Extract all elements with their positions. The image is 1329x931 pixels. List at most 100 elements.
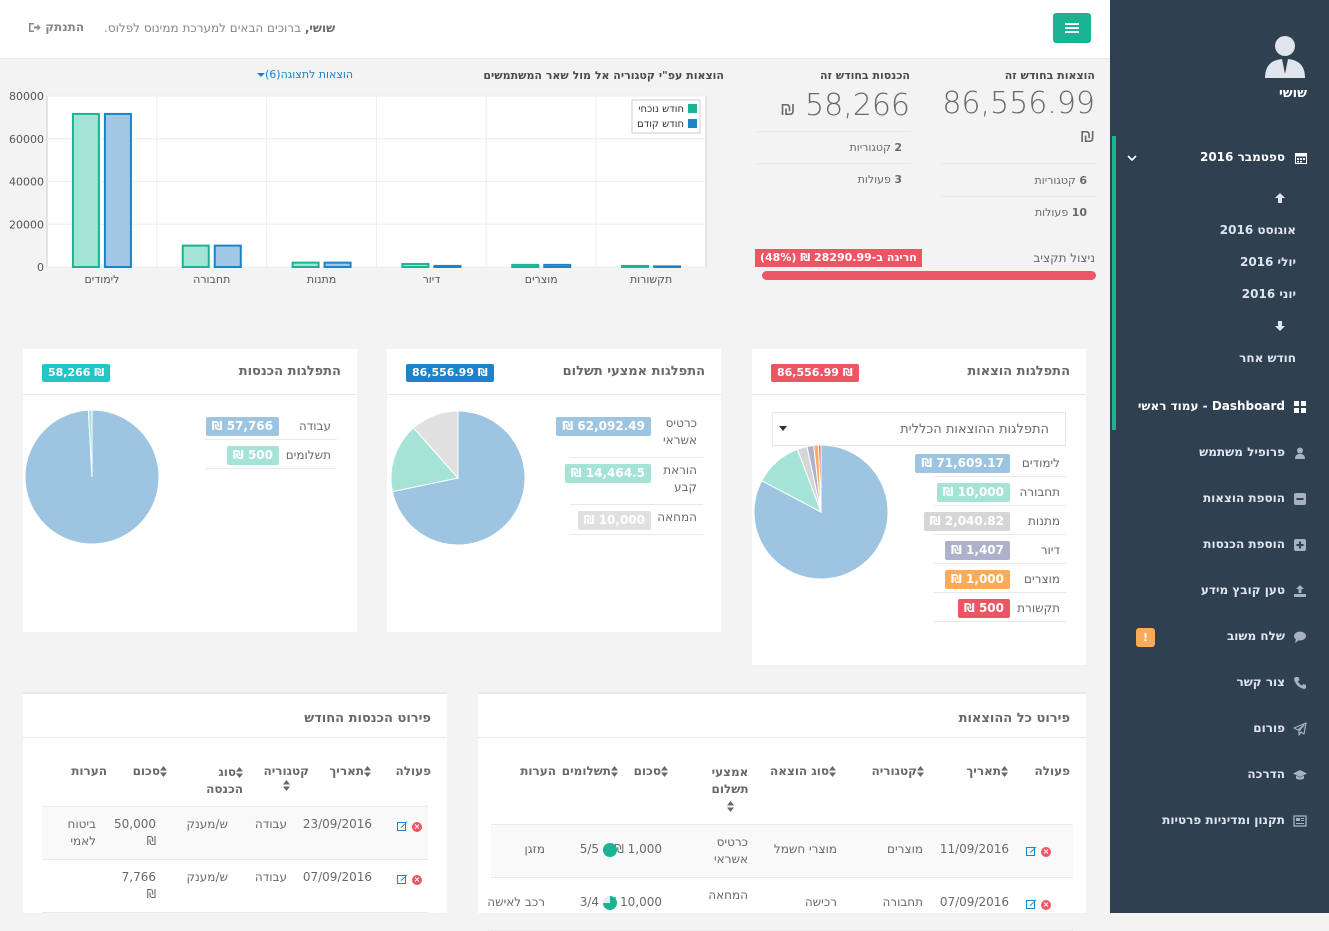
legend-row: תשלומים 500 ₪ (205, 442, 337, 469)
sort-icon[interactable] (160, 766, 167, 777)
cell-date: 07/09/2016 (939, 895, 1009, 909)
bar-current (181, 244, 210, 268)
column-header[interactable]: פעולה (395, 764, 431, 778)
column-header-label: סוג הוצאה (770, 764, 829, 778)
legend-row: הוראת קבע 14,464.5 ₪ (564, 458, 703, 505)
bar-current (511, 263, 540, 269)
expenses-table-panel: פירוט כל ההוצאות פעולה תאריך קטגוריה סוג הו… (478, 692, 1086, 931)
nav-terms-privacy[interactable]: תקנון ומדיניות פרטיות (1117, 812, 1307, 832)
expense-pie-chart (754, 445, 889, 580)
payments-progress-icon (603, 895, 617, 910)
column-header[interactable]: הערות (71, 764, 107, 778)
column-header-label: פעולה (1034, 764, 1070, 778)
legend-label: תחבורה (1019, 485, 1060, 499)
sort-icon[interactable] (829, 766, 836, 777)
legend-label: עבודה (298, 419, 331, 433)
payments-progress-icon (603, 842, 617, 857)
nav-contact[interactable]: צור קשר (1117, 674, 1307, 694)
column-header-label: תאריך (966, 764, 1001, 778)
expenses-month-title: הוצאות בחודש זה (1004, 69, 1095, 82)
column-header[interactable]: סוג הכנסה (193, 764, 243, 798)
legend-row: כרטיס אשראי 62,092.49 ₪ (556, 411, 703, 458)
arrow-up-icon[interactable] (1273, 191, 1287, 205)
bar-previous (103, 112, 132, 269)
nav-dashboard[interactable]: Dashboard - עמוד ראשי (1117, 398, 1307, 418)
column-header[interactable]: פעולה (1034, 764, 1070, 778)
nav-tutorial[interactable]: הדרכה (1117, 766, 1307, 786)
sort-icon[interactable] (236, 767, 243, 778)
legend-label: תשלומים (285, 448, 331, 462)
cell-date: 11/09/2016 (939, 842, 1009, 856)
legend-row: דיור 1,407 ₪ (934, 537, 1066, 564)
nav-send-feedback[interactable]: שלח משוב (1117, 628, 1307, 648)
sort-icon[interactable] (917, 766, 924, 777)
cell-method: המחאה (708, 888, 748, 902)
income-value: 58,266 (805, 88, 910, 123)
edit-icon[interactable] (397, 874, 408, 884)
edit-icon[interactable] (1026, 899, 1037, 909)
column-header[interactable]: סוג הוצאה (770, 764, 836, 778)
nav-upload-file[interactable]: טען קובץ מידע (1117, 582, 1307, 602)
legend-label: לימודים (1021, 456, 1060, 470)
sort-icon[interactable] (661, 766, 668, 777)
legend-value-badge: 10,000 ₪ (577, 511, 651, 530)
legend-row: מתנות 2,040.82 ₪ (923, 508, 1066, 535)
cell-type: רכישה (804, 895, 837, 909)
month-selector[interactable]: ספטמבר 2016 (1127, 150, 1307, 168)
legend-value-badge: 57,766 ₪ (205, 417, 279, 436)
month-link-june[interactable]: יוני 2016 (1241, 287, 1296, 301)
sort-icon[interactable] (282, 780, 290, 791)
delete-icon[interactable]: × (412, 875, 422, 885)
month-link-july[interactable]: יולי 2016 (1239, 255, 1296, 269)
edit-icon[interactable] (397, 821, 408, 831)
column-header[interactable]: סכום (133, 764, 167, 778)
x-tick-label: דיור (423, 273, 441, 286)
expenses-display-dropdown[interactable]: הוצאות לתצוגה(6) (255, 68, 353, 81)
edit-icon[interactable] (1026, 846, 1037, 856)
column-header[interactable]: תאריך (329, 764, 371, 778)
arrow-down-icon[interactable] (1273, 319, 1287, 333)
column-header-label: תשלומים (561, 764, 611, 778)
month-link-august[interactable]: אוגוסט 2016 (1219, 223, 1296, 237)
expenses-display-label: הוצאות לתצוגה(6) (265, 68, 354, 81)
panel-header: 58,266 ₪ התפלגות הכנסות (23, 349, 357, 395)
column-header[interactable]: תאריך (966, 764, 1008, 778)
column-header-label: סכום (633, 764, 661, 778)
nav-add-expenses[interactable]: הוספת הוצאות (1117, 490, 1307, 510)
nav-user-profile[interactable]: פרופיל משתמש (1117, 444, 1307, 464)
cell-amount: 50,000 ₪ (114, 817, 156, 848)
table-row: × 23/09/2016 עבודה ש/מענק 50,000 ₪ ביטוח לאמ… (42, 807, 428, 860)
panel-header: פירוט הכנסות החודש (23, 692, 447, 738)
cell-notes: מזגן (524, 842, 545, 856)
delete-icon[interactable]: × (412, 822, 422, 832)
sort-icon[interactable] (611, 766, 618, 777)
delete-icon[interactable]: × (1041, 900, 1051, 910)
column-header[interactable]: אמצעי תשלום (710, 764, 750, 815)
column-header[interactable]: קטגוריה (872, 764, 924, 778)
logout-link[interactable]: התנתק (28, 20, 84, 34)
column-header[interactable]: קטגוריה (264, 764, 309, 792)
nav-add-income[interactable]: הוספת הכנסות (1117, 536, 1307, 556)
cell-category: מוצרים (887, 842, 923, 856)
divider (756, 163, 911, 164)
delete-icon[interactable]: × (1041, 847, 1051, 857)
compare-chart-title: הוצאות עפ"י קטגוריה אל מול שאר המשתמשים (483, 69, 724, 82)
sort-icon[interactable] (1001, 766, 1008, 777)
budget-usage-label: ניצול תקציב (1033, 251, 1095, 265)
dashboard-icon (1294, 401, 1306, 413)
cell-amount: 1,000 ₪ (614, 842, 662, 856)
top-navbar: שושי, ברוכים הבאים למערכת ממינוס לפלוס. … (0, 0, 1110, 59)
column-header[interactable]: סכום (634, 764, 668, 778)
distribution-select[interactable]: התפלגות ההוצאות הכללית (772, 412, 1066, 446)
column-header[interactable]: הערות (520, 764, 556, 778)
legend-swatch (688, 104, 697, 113)
cell-category: עבודה (254, 817, 287, 831)
other-month-link[interactable]: חודש אחר (1239, 351, 1296, 365)
nav-forum[interactable]: פורום (1117, 720, 1307, 740)
column-header[interactable]: תשלומים (562, 764, 618, 778)
bar-previous (433, 264, 462, 268)
sort-icon[interactable] (726, 801, 734, 812)
menu-toggle-button[interactable] (1053, 13, 1091, 43)
plus-square-icon (1294, 539, 1306, 551)
sort-icon[interactable] (364, 766, 371, 777)
